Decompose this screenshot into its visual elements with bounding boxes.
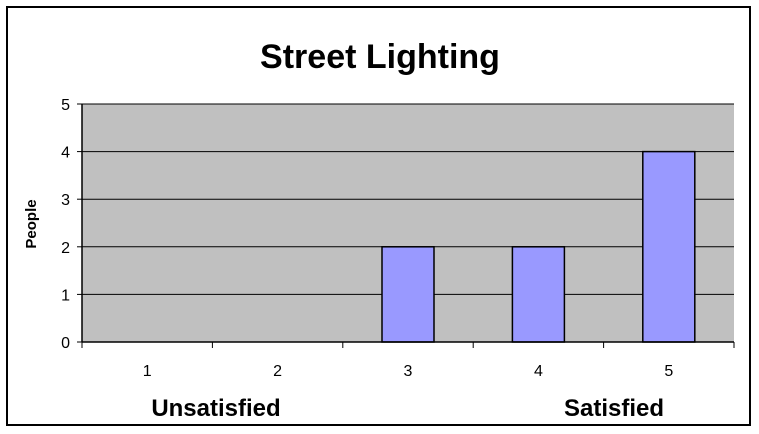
y-axis-label: People [23, 199, 40, 248]
y-tick-label: 1 [61, 287, 70, 304]
y-tick-labels: 0 1 2 3 4 5 [61, 97, 70, 352]
bar-5 [642, 150, 696, 343]
x-tick-label: 4 [534, 363, 543, 380]
x-tick-label: 3 [404, 363, 413, 380]
x-tick-label: 1 [143, 363, 152, 380]
axes [77, 103, 735, 348]
bar-3 [381, 246, 435, 343]
x-tick-label: 2 [273, 363, 282, 380]
y-tick-label: 4 [61, 145, 70, 162]
y-tick-label: 5 [61, 97, 70, 114]
chart-title: Street Lighting [260, 38, 500, 76]
bar-4 [511, 246, 566, 343]
annotation-unsatisfied: Unsatisfied [151, 395, 280, 422]
y-tick-label: 3 [61, 192, 70, 209]
x-tick-labels: 1 2 3 4 5 [143, 363, 674, 380]
y-tick-label: 0 [61, 335, 70, 352]
annotation-satisfied: Satisfied [564, 395, 664, 422]
bars [381, 150, 696, 343]
y-tick-label: 2 [61, 240, 70, 257]
x-tick-label: 5 [664, 363, 673, 380]
